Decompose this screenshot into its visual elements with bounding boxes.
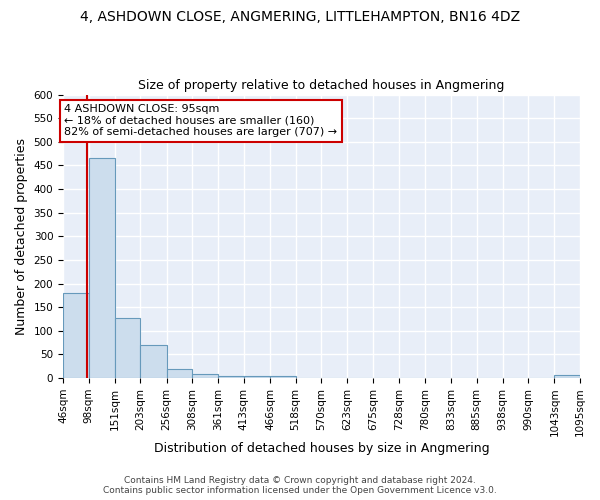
X-axis label: Distribution of detached houses by size in Angmering: Distribution of detached houses by size …: [154, 442, 490, 455]
Text: 4 ASHDOWN CLOSE: 95sqm
← 18% of detached houses are smaller (160)
82% of semi-de: 4 ASHDOWN CLOSE: 95sqm ← 18% of detached…: [64, 104, 337, 137]
Bar: [167, 368, 192, 378]
Bar: [244, 376, 270, 378]
Bar: [89, 158, 115, 378]
Bar: [140, 345, 167, 378]
Title: Size of property relative to detached houses in Angmering: Size of property relative to detached ho…: [139, 79, 505, 92]
Y-axis label: Number of detached properties: Number of detached properties: [15, 138, 28, 335]
Text: Contains HM Land Registry data © Crown copyright and database right 2024.
Contai: Contains HM Land Registry data © Crown c…: [103, 476, 497, 495]
Text: 4, ASHDOWN CLOSE, ANGMERING, LITTLEHAMPTON, BN16 4DZ: 4, ASHDOWN CLOSE, ANGMERING, LITTLEHAMPT…: [80, 10, 520, 24]
Bar: [192, 374, 218, 378]
Bar: [218, 376, 244, 378]
Bar: [115, 318, 140, 378]
Bar: [270, 376, 296, 378]
Bar: [554, 375, 580, 378]
Bar: [63, 293, 89, 378]
